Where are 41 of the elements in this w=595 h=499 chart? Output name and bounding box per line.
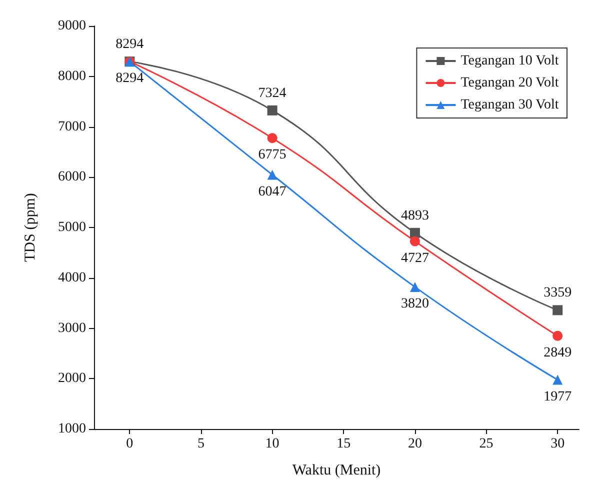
data-label: 4893 xyxy=(400,208,429,224)
y-tick-label: 8000 xyxy=(58,68,86,84)
x-tick-label: 10 xyxy=(265,436,280,452)
x-tick-label: 25 xyxy=(479,436,494,452)
data-label: 6775 xyxy=(258,148,286,163)
y-tick-label: 6000 xyxy=(58,170,86,185)
point xyxy=(410,236,420,246)
data-label: 8294 xyxy=(116,37,144,52)
x-tick-label: 5 xyxy=(197,436,204,452)
data-label: 7324 xyxy=(258,86,286,101)
point xyxy=(410,282,420,292)
y-tick-label: 4000 xyxy=(58,270,86,286)
x-tick-label: 15 xyxy=(336,436,351,452)
data-label: 1977 xyxy=(544,389,572,404)
point xyxy=(267,105,278,116)
point xyxy=(552,305,563,316)
data-label: 8294 xyxy=(116,71,144,86)
y-tick-label: 9000 xyxy=(58,18,86,34)
data-label: 3820 xyxy=(400,296,429,312)
data-label: 4727 xyxy=(400,250,429,266)
point xyxy=(410,228,420,238)
point xyxy=(552,374,563,385)
point xyxy=(267,133,278,144)
x-axis-title: Waktu (Menit) xyxy=(292,462,381,478)
x-tick-label: 20 xyxy=(408,436,422,452)
x-tick-label: 30 xyxy=(550,436,565,452)
y-tick-label: 2000 xyxy=(58,371,86,386)
y-tick-label: 1000 xyxy=(58,422,86,436)
x-tick-label: 0 xyxy=(126,436,134,452)
y-axis-title: TDS (ppm) xyxy=(22,193,38,262)
y-tick-label: 3000 xyxy=(58,320,86,336)
y-tick-label: 7000 xyxy=(58,119,86,134)
data-label: 6047 xyxy=(258,184,286,200)
legend-label: Tegangan 20 Volt xyxy=(460,76,559,90)
y-tick-label: 5000 xyxy=(58,220,86,235)
point xyxy=(267,170,278,180)
data-label: 2849 xyxy=(544,345,572,360)
legend-label: Tegangan 30 Volt xyxy=(460,98,559,112)
point xyxy=(552,330,563,341)
legend-label: Tegangan 10 Volt xyxy=(460,54,559,68)
data-label: 3359 xyxy=(544,286,572,301)
